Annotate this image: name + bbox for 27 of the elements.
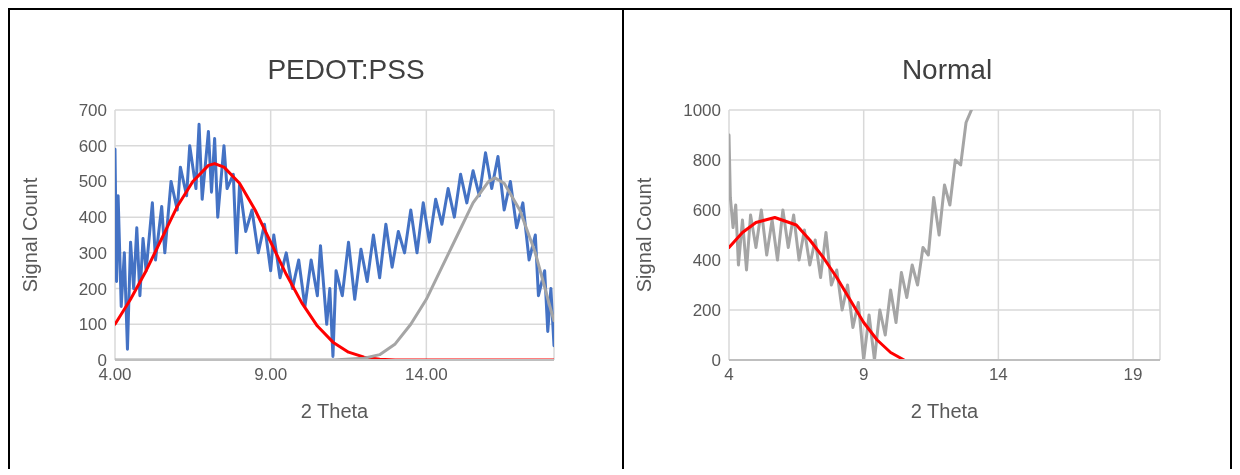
x-tick-label: 14 (988, 365, 1008, 385)
chart-title: PEDOT:PSS (266, 53, 426, 87)
y-tick-label: 300 (78, 243, 107, 263)
y-tick-label: 400 (78, 208, 107, 228)
chart-title: Normal (900, 53, 994, 87)
y-tick-label: 400 (692, 251, 721, 271)
y-tick-label: 800 (692, 151, 721, 171)
x-axis-title: 2 Theta (910, 400, 980, 422)
x-axis-title: 2 Theta (300, 400, 370, 422)
y-tick-label: 200 (78, 279, 107, 299)
x-tick-label: 14.00 (405, 365, 448, 385)
x-tick-label: 9 (858, 365, 869, 385)
y-tick-label: 600 (78, 136, 107, 156)
line-series (729, 216, 906, 360)
y-tick-label: 700 (78, 101, 107, 121)
y-axis-title: Signal Count (19, 177, 42, 293)
x-tick-label: 19 (1123, 365, 1143, 385)
y-tick-label: 1000 (683, 101, 721, 121)
y-tick-label: 600 (692, 201, 721, 221)
x-tick-label: 4 (724, 365, 734, 385)
line-series (115, 122, 554, 358)
y-tick-label: 200 (692, 301, 721, 321)
y-tick-label: 0 (711, 351, 721, 371)
y-tick-label: 500 (78, 172, 107, 192)
y-tick-label: 100 (78, 315, 107, 335)
y-axis-title: Signal Count (633, 177, 656, 293)
x-tick-label: 9.00 (254, 365, 288, 385)
